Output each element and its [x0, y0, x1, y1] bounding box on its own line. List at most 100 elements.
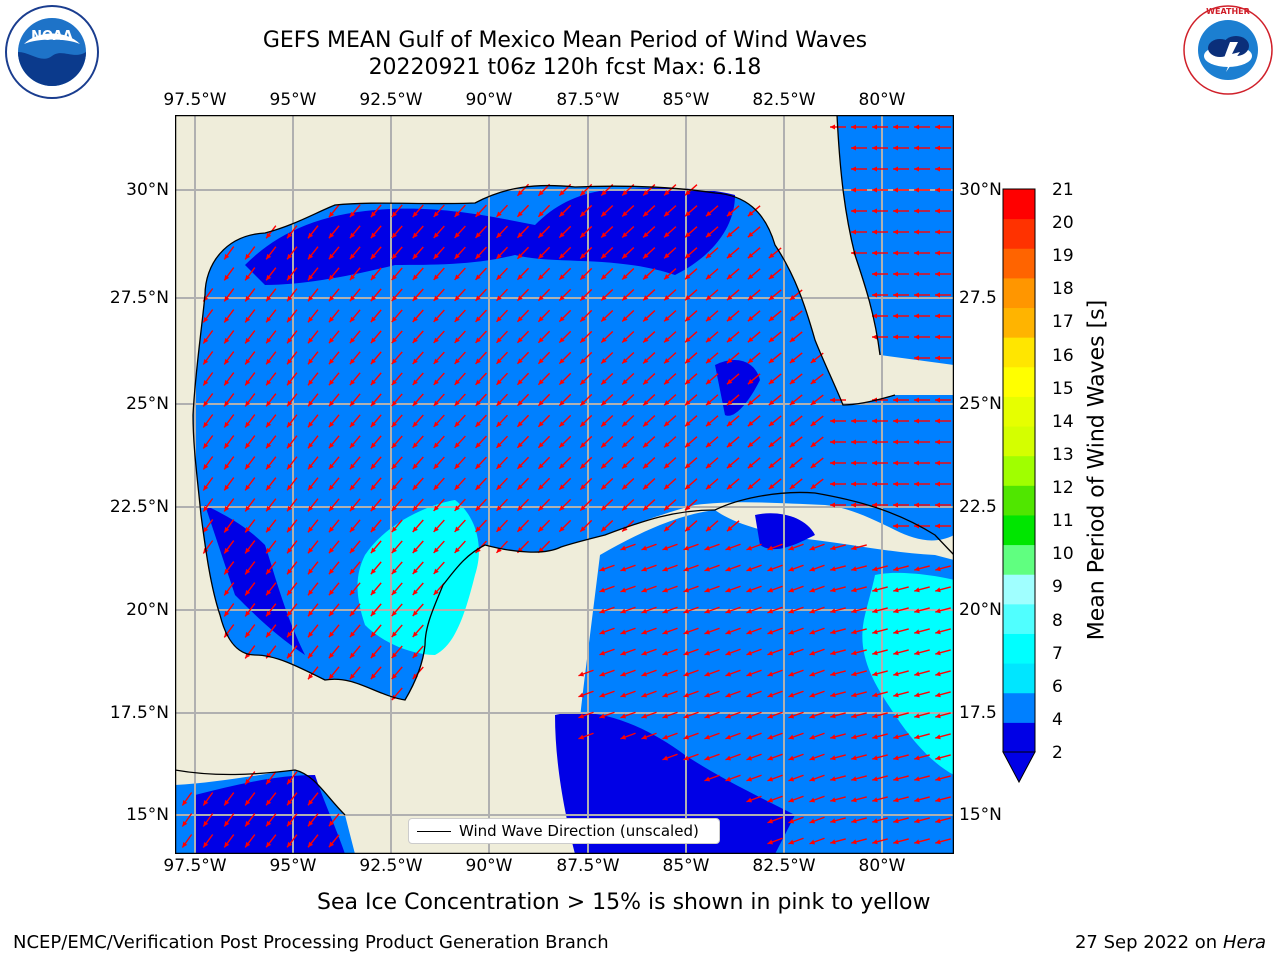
wind-arrow-head — [266, 778, 272, 785]
wind-arrow-head — [328, 337, 335, 344]
wind-arrow-head — [370, 610, 376, 617]
wind-arrow-head — [809, 608, 816, 614]
wind-arrow-head — [245, 400, 251, 407]
wind-arrow-head — [893, 292, 898, 298]
wind-arrow-head — [935, 292, 940, 298]
wind-arrow-head — [287, 526, 293, 533]
wind-arrow-head — [475, 526, 481, 532]
wind-arrow-head — [433, 442, 439, 448]
wind-arrow-head — [370, 400, 376, 407]
colorbar-tick: 11 — [1052, 511, 1074, 532]
wind-arrow-head — [454, 421, 460, 427]
wind-arrow-head — [370, 253, 376, 260]
wind-arrow-head — [599, 608, 606, 614]
wind-arrow-head — [370, 505, 376, 512]
colorbar-segment — [1003, 692, 1035, 723]
wind-arrow-head — [559, 442, 565, 448]
wind-arrow-head — [830, 650, 836, 656]
colorbar-segment — [1003, 574, 1035, 605]
colorbar-tick: 16 — [1052, 345, 1074, 366]
wind-arrow-head — [851, 755, 857, 761]
wind-arrow-head — [287, 631, 293, 638]
top-lon-tick: 87.5°W — [556, 90, 620, 110]
mid-period-areas — [357, 500, 954, 775]
wind-arrow-head — [685, 421, 691, 427]
wind-arrow-head — [391, 463, 397, 470]
bottom-lon-tick: 87.5°W — [556, 856, 620, 876]
wind-arrow-head — [601, 211, 607, 217]
wind-arrow-head — [601, 526, 607, 532]
wind-arrow-head — [454, 505, 460, 511]
wind-arrow-head — [224, 547, 230, 554]
wind-arrow-head — [662, 650, 669, 656]
wind-arrow-head — [496, 358, 502, 364]
wind-arrow-head — [683, 587, 690, 593]
wind-arrow-head — [328, 673, 335, 680]
wind-arrow-head — [203, 799, 209, 806]
wind-arrow-head — [872, 502, 877, 508]
wind-arrow-head — [705, 526, 712, 532]
wind-arrow-head — [245, 526, 251, 533]
wind-arrow-head — [872, 818, 878, 824]
wind-arrow-head — [704, 692, 711, 698]
wind-arrow-head — [683, 692, 690, 698]
wind-arrow-head — [872, 124, 877, 130]
wind-arrow-head — [725, 608, 732, 614]
wind-arrow-head — [245, 379, 251, 386]
wind-arrow-head — [747, 358, 754, 364]
wind-arrow-head — [935, 818, 941, 824]
wind-arrow-head — [809, 566, 816, 572]
top-lon-tick: 82.5°W — [752, 90, 816, 110]
wind-arrow-head — [287, 778, 293, 785]
wind-arrow-head — [643, 421, 649, 427]
colorbar-segment — [1003, 366, 1035, 397]
wind-arrow-head — [496, 295, 502, 301]
wind-arrow-head — [349, 421, 356, 428]
wind-arrow-head — [725, 650, 732, 656]
wind-arrow-head — [851, 650, 857, 656]
wind-arrow-head — [266, 232, 272, 239]
wind-arrow-head — [914, 587, 920, 593]
wind-arrow-head — [704, 608, 711, 614]
wind-arrow-head — [433, 253, 439, 259]
wind-arrow-head — [599, 566, 606, 572]
wind-arrow-head — [664, 337, 670, 343]
wind-arrow-head — [517, 337, 523, 343]
wind-arrow-head — [725, 692, 732, 698]
wind-arrow-head — [809, 671, 816, 677]
wind-arrow-head — [475, 547, 481, 553]
wind-arrow-head — [496, 274, 502, 280]
wind-arrow-head — [391, 358, 397, 365]
wind-arrow-head — [203, 526, 209, 533]
wind-arrow-head — [475, 442, 481, 448]
colorbar — [1002, 188, 1036, 784]
wind-arrow-head — [872, 629, 878, 635]
wind-arrow-head — [622, 232, 628, 238]
wind-arrow-head — [872, 776, 878, 782]
wind-arrow-head — [580, 274, 586, 280]
wind-arrow-head — [704, 671, 711, 677]
wind-arrow-head — [224, 316, 230, 323]
wind-arrow-head — [245, 484, 251, 491]
wind-arrow-head — [391, 505, 397, 512]
wind-arrow-head — [559, 253, 565, 259]
wind-arrow-head — [433, 400, 439, 406]
legend-label: Wind Wave Direction (unscaled) — [459, 822, 699, 840]
wind-arrow-head — [662, 566, 669, 572]
footer-date-text: 27 Sep 2022 on — [1074, 932, 1218, 953]
wind-arrow-head — [599, 587, 606, 593]
wind-arrow-head — [412, 589, 418, 596]
wind-arrow-head — [475, 421, 481, 427]
wind-arrow-head — [517, 505, 523, 511]
wind-arrow-head — [224, 526, 230, 533]
wind-arrow-head — [601, 421, 607, 427]
wind-arrow-head — [914, 755, 920, 761]
wind-arrow-head — [620, 629, 627, 635]
wind-arrow-head — [788, 587, 795, 593]
wind-arrow-head — [704, 734, 711, 740]
wind-arrow-head — [328, 253, 335, 260]
wind-arrow-head — [767, 734, 774, 740]
wind-arrow-head — [287, 232, 293, 239]
wind-arrow-head — [622, 253, 628, 259]
left-lat-tick: 17.5°N — [109, 703, 169, 723]
